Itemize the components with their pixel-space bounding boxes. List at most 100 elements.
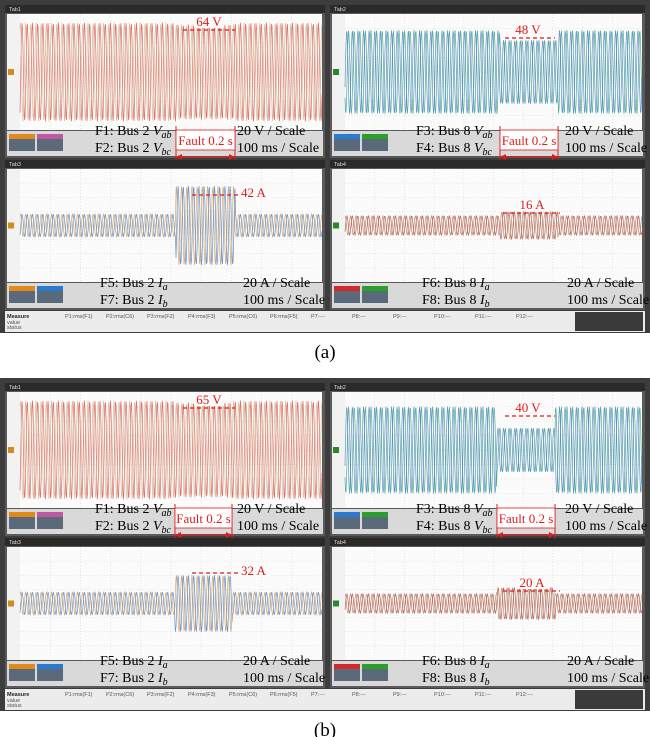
trace-subscript: a: [163, 660, 168, 671]
channel-marker: [333, 447, 339, 453]
fault-label: Fault 0.2 s: [176, 511, 231, 526]
figure: Tab1F1: Bus 2 VabF2: Bus 2 Vbc20 V / Sca…: [0, 0, 650, 737]
tab-bar: [330, 160, 645, 168]
trace-prefix: F4: Bus 8: [416, 141, 474, 156]
channel-box-body: [37, 669, 63, 681]
trace-prefix: F7: Bus 2: [100, 671, 158, 686]
trace-subscript: a: [485, 660, 490, 671]
scope-screen: Tab2F3: Bus 8 VabF4: Bus 8 Vbc20 V / Sca…: [330, 383, 647, 557]
peak-label: 64 V: [196, 14, 222, 29]
peak-label: 48 V: [515, 22, 541, 37]
channel-box-body: [37, 291, 63, 303]
channel-box: [9, 286, 35, 291]
channel-marker: [8, 69, 14, 75]
tab-label: Tab4: [334, 540, 346, 546]
scope-screen: Tab1F1: Bus 2 VabF2: Bus 2 Vbc20 V / Sca…: [5, 383, 325, 557]
trace-subscript: b: [485, 299, 490, 310]
scale-label: 20 V / Scale: [565, 124, 633, 139]
tab-label: Tab2: [334, 7, 346, 13]
trace-subscript: ab: [162, 130, 172, 141]
trace-label: F5: Bus 2 Ia: [100, 276, 168, 293]
trace-subscript: b: [163, 677, 168, 688]
trace-subscript: bc: [162, 147, 172, 158]
trace-label: F3: Bus 8 Vab: [416, 124, 493, 141]
channel-box: [9, 664, 35, 669]
channel-box: [362, 512, 388, 517]
channel-box-body: [362, 517, 388, 529]
measure-param: P1:rms(F1): [65, 314, 93, 320]
fault-label: Fault 0.2 s: [178, 133, 233, 148]
peak-label: 20 A: [520, 575, 546, 590]
scale-label: 100 ms / Scale: [237, 141, 319, 156]
measure-param: P4:rms(F3): [188, 692, 216, 698]
trace-subscript: ab: [162, 508, 172, 519]
panel-caption: (b): [314, 720, 336, 737]
trace-prefix: F8: Bus 8: [422, 671, 480, 686]
trace-subscript: b: [485, 677, 490, 688]
scale-label: 100 ms / Scale: [567, 293, 649, 308]
timebase-box: [575, 690, 643, 709]
scale-label: 20 A / Scale: [243, 276, 310, 291]
peak-label: 16 A: [520, 197, 546, 212]
trace-prefix: F6: Bus 8: [422, 654, 480, 669]
fault-label: Fault 0.2 s: [502, 133, 557, 148]
measure-param: P5:rms(C6): [229, 314, 257, 320]
trace-label: F3: Bus 8 Vab: [416, 502, 493, 519]
tab-label: Tab3: [9, 540, 21, 546]
fault-label: Fault 0.2 s: [499, 511, 554, 526]
measure-param: P7:---: [311, 692, 325, 698]
tab-bar: [5, 538, 325, 546]
measure-param: P9:---: [393, 692, 407, 698]
scale-label: 100 ms / Scale: [565, 519, 647, 534]
measure-param: P3:rms(F2): [147, 692, 175, 698]
trace-prefix: F3: Bus 8: [416, 124, 474, 139]
scope-panel: Tab1F1: Bus 2 VabF2: Bus 2 Vbc20 V / Sca…: [0, 0, 650, 333]
scope-panel: Tab1F1: Bus 2 VabF2: Bus 2 Vbc20 V / Sca…: [0, 378, 650, 711]
scope-screen: Tab3F5: Bus 2 IaF7: Bus 2 Ib20 A / Scale…: [5, 538, 325, 688]
trace-label: F1: Bus 2 Vab: [95, 502, 172, 519]
measure-param: P12:---: [516, 314, 533, 320]
trace-label: F4: Bus 8 Vbc: [416, 141, 493, 158]
trace-label: F8: Bus 8 Ib: [422, 293, 490, 310]
trace-prefix: F2: Bus 2: [95, 519, 153, 534]
channel-box-body: [362, 669, 388, 681]
measure-param: P8:---: [352, 314, 366, 320]
peak-label: 32 A: [241, 563, 267, 578]
channel-box: [362, 134, 388, 139]
trace-label: F1: Bus 2 Vab: [95, 124, 172, 141]
tab-bar: [330, 5, 645, 13]
measure-param: P1:rms(F1): [65, 692, 93, 698]
scale-label: 100 ms / Scale: [567, 671, 649, 686]
channel-box-body: [334, 139, 360, 151]
trace-prefix: F5: Bus 2: [100, 654, 158, 669]
channel-marker: [8, 447, 14, 453]
tab-label: Tab2: [334, 385, 346, 391]
measure-param: P12:---: [516, 692, 533, 698]
measure-param: P5:rms(C6): [229, 692, 257, 698]
measure-param: P8:---: [352, 692, 366, 698]
scope-screen: Tab2 F3: Bus 8 VabF4: Bus 8 Vbc 20 V / Sca…: [330, 5, 647, 179]
tab-bar: [5, 383, 325, 391]
channel-box: [334, 512, 360, 517]
channel-box: [362, 286, 388, 291]
trace-prefix: F8: Bus 8: [422, 293, 480, 308]
scale-label: 20 V / Scale: [237, 502, 305, 517]
channel-box-body: [9, 139, 35, 151]
channel-box-body: [334, 517, 360, 529]
measure-param: P10:---: [434, 314, 451, 320]
tab-label: Tab1: [9, 7, 21, 13]
channel-box: [9, 512, 35, 517]
measure-bar: [5, 689, 645, 710]
trace-subscript: bc: [483, 147, 493, 158]
tab-bar: [330, 383, 645, 391]
channel-box-body: [334, 291, 360, 303]
peak-label: 40 V: [515, 400, 541, 415]
trace-prefix: F5: Bus 2: [100, 276, 158, 291]
trace-subscript: bc: [162, 525, 172, 536]
channel-box: [9, 134, 35, 139]
channel-marker: [333, 69, 339, 75]
measure-param: P10:---: [434, 692, 451, 698]
trace-label: F7: Bus 2 Ib: [100, 293, 168, 310]
measure-param: P2:rms(C6): [106, 314, 134, 320]
